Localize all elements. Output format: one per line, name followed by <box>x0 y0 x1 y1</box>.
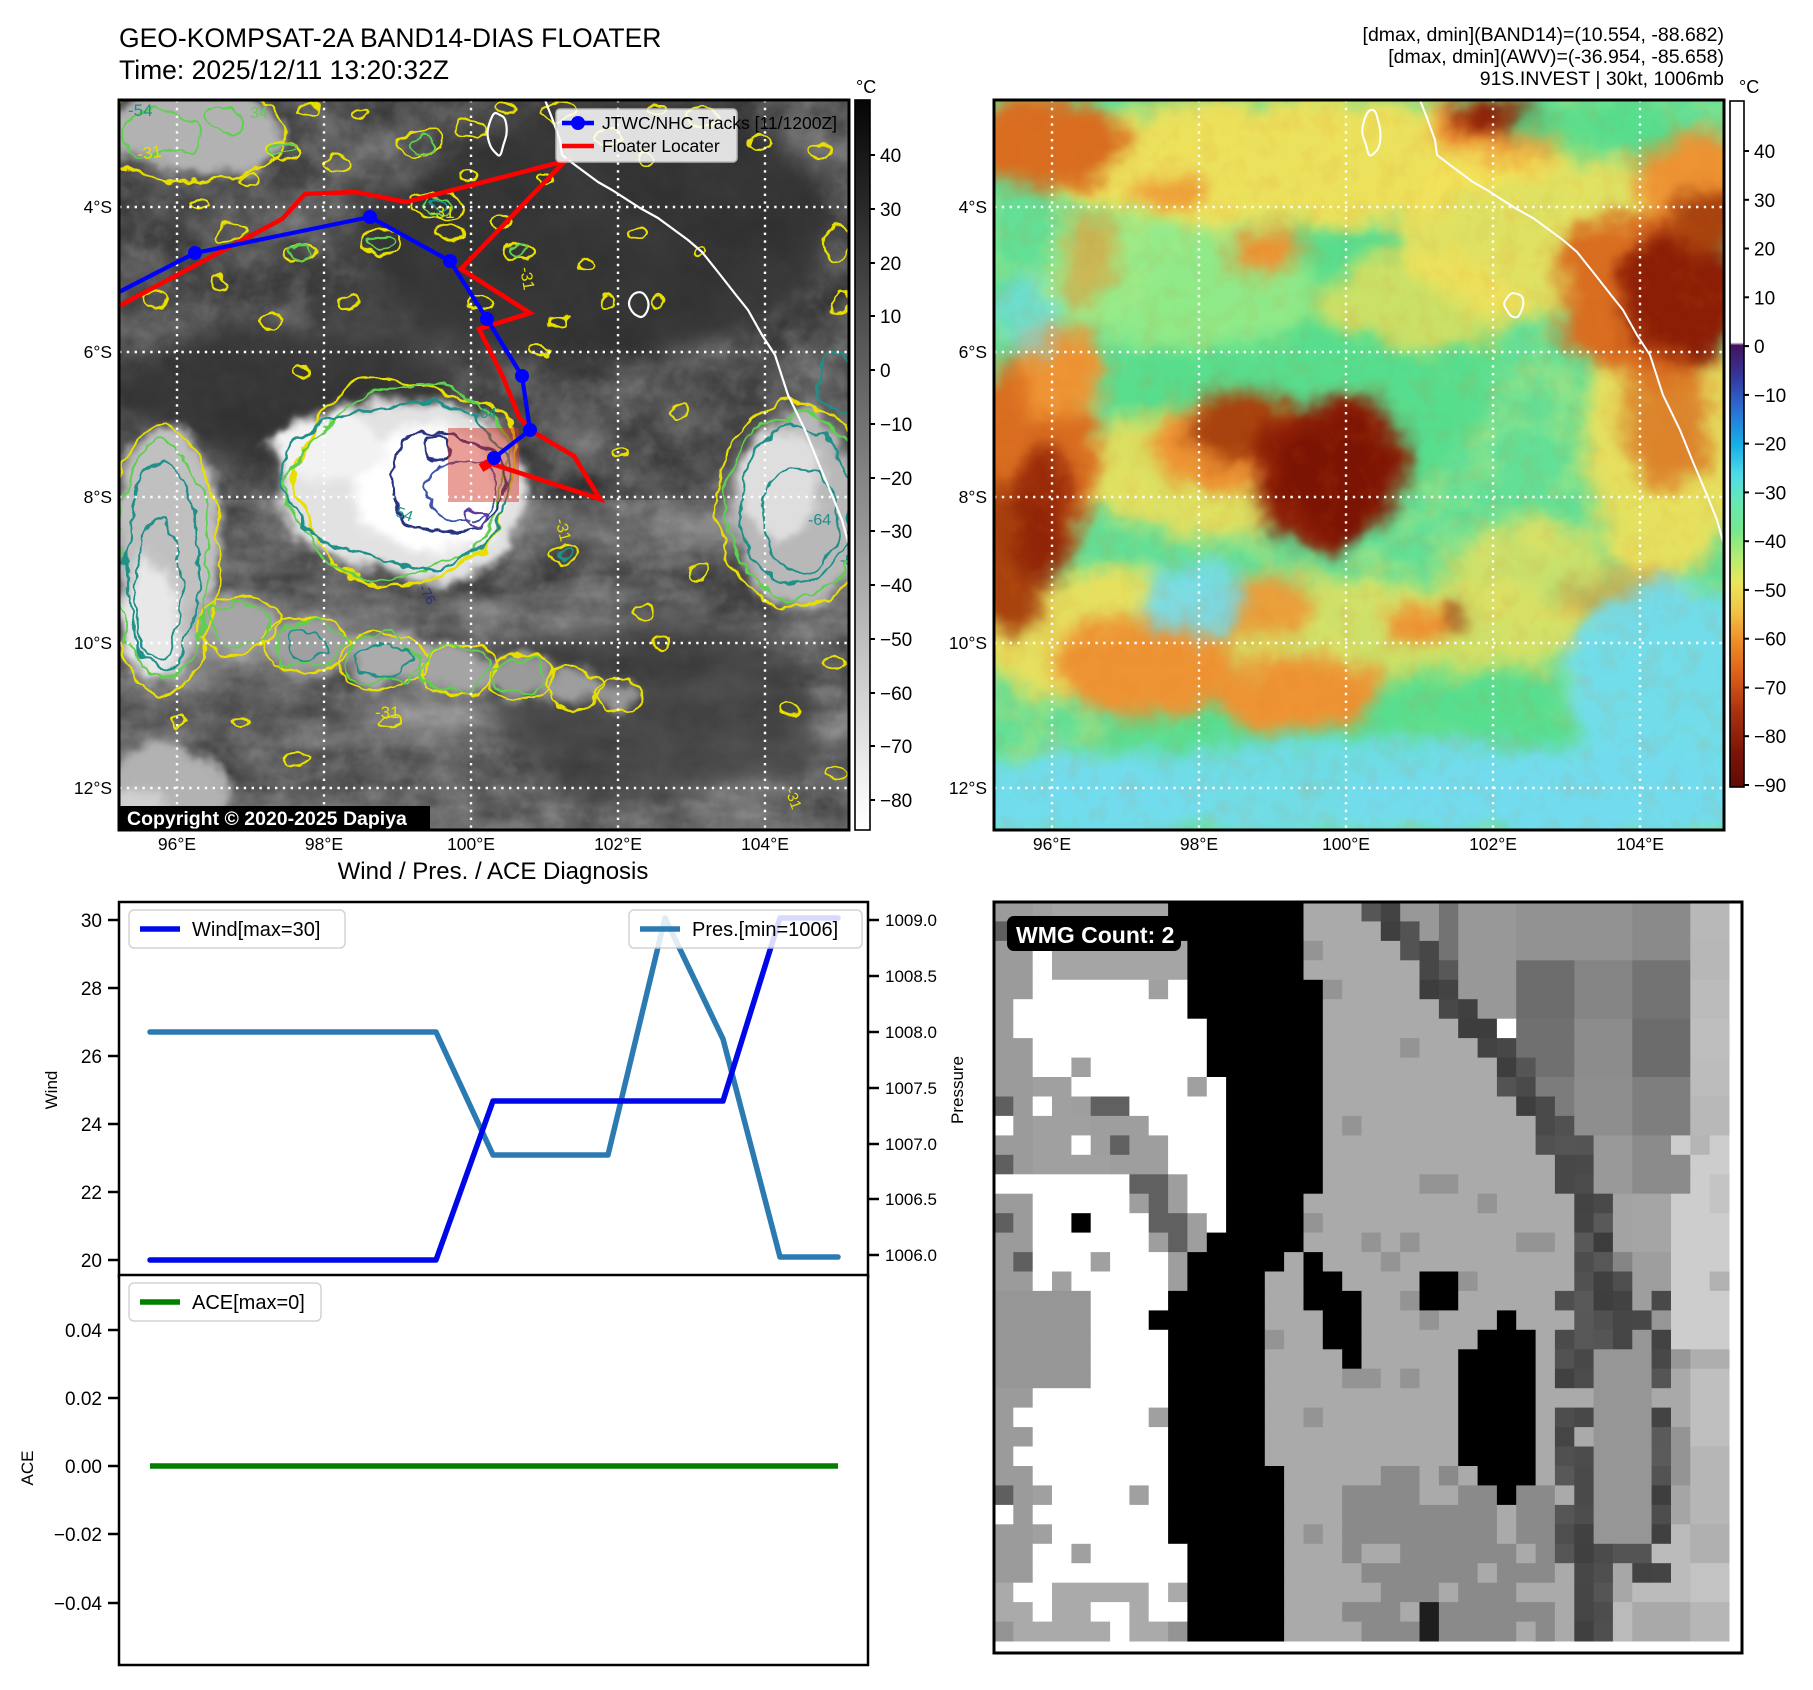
svg-text:°C: °C <box>1739 77 1759 97</box>
svg-text:34: 34 <box>250 105 268 122</box>
svg-text:−60: −60 <box>880 684 912 705</box>
svg-text:−80: −80 <box>1754 727 1786 748</box>
svg-text:0.02: 0.02 <box>65 1389 102 1410</box>
svg-text:−20: −20 <box>1754 435 1786 456</box>
svg-text:30: 30 <box>1754 191 1775 212</box>
svg-text:Wind: Wind <box>42 1071 61 1110</box>
svg-text:12°S: 12°S <box>74 778 112 798</box>
svg-text:ACE: ACE <box>18 1451 37 1486</box>
svg-text:10°S: 10°S <box>74 633 112 653</box>
svg-text:Time: 2025/12/11 13:20:32Z: Time: 2025/12/11 13:20:32Z <box>119 55 449 85</box>
svg-text:−40: −40 <box>1754 532 1786 553</box>
svg-text:20: 20 <box>880 254 901 275</box>
svg-text:−60: −60 <box>1754 630 1786 651</box>
svg-text:Wind / Pres. / ACE Diagnosis: Wind / Pres. / ACE Diagnosis <box>338 858 649 885</box>
svg-text:-5: -5 <box>840 552 853 569</box>
svg-text:40: 40 <box>880 146 901 167</box>
svg-text:0.04: 0.04 <box>65 1321 102 1342</box>
svg-text:104°E: 104°E <box>741 834 789 854</box>
svg-text:4°S: 4°S <box>959 197 987 217</box>
svg-text:[dmax, dmin](AWV)=(-36.954, -8: [dmax, dmin](AWV)=(-36.954, -85.658) <box>1388 46 1724 68</box>
svg-text:100°E: 100°E <box>1322 834 1370 854</box>
svg-text:10°S: 10°S <box>949 633 987 653</box>
svg-text:-31: -31 <box>551 517 573 544</box>
svg-text:8°S: 8°S <box>84 487 112 507</box>
svg-text:−10: −10 <box>880 415 912 436</box>
svg-text:96°E: 96°E <box>1033 834 1071 854</box>
svg-text:12°S: 12°S <box>949 778 987 798</box>
svg-text:20: 20 <box>81 1251 102 1272</box>
svg-text:1006.5: 1006.5 <box>885 1190 937 1209</box>
svg-text:98°E: 98°E <box>1180 834 1218 854</box>
svg-text:40: 40 <box>1754 142 1775 163</box>
svg-text:−10: −10 <box>1754 386 1786 407</box>
svg-text:6°S: 6°S <box>959 342 987 362</box>
svg-text:24: 24 <box>81 1115 103 1136</box>
svg-text:1009.0: 1009.0 <box>885 911 937 930</box>
svg-text:Pres.[min=1006]: Pres.[min=1006] <box>692 919 838 941</box>
svg-text:96°E: 96°E <box>158 834 196 854</box>
svg-text:−0.04: −0.04 <box>54 1594 103 1615</box>
svg-text:WMG Count: 2: WMG Count: 2 <box>1016 922 1174 948</box>
svg-text:-31: -31 <box>516 266 537 292</box>
svg-text:26: 26 <box>81 1047 102 1068</box>
svg-text:0.00: 0.00 <box>65 1457 102 1478</box>
svg-text:54: 54 <box>394 504 415 526</box>
svg-text:JTWC/NHC Tracks [11/1200Z]: JTWC/NHC Tracks [11/1200Z] <box>602 113 837 133</box>
svg-text:1006.0: 1006.0 <box>885 1246 937 1265</box>
svg-text:-31: -31 <box>136 142 163 164</box>
svg-text:Copyright © 2020-2025 Dapiya: Copyright © 2020-2025 Dapiya <box>127 808 407 830</box>
svg-text:[dmax, dmin](BAND14)=(10.554,: [dmax, dmin](BAND14)=(10.554, -88.682) <box>1363 24 1724 46</box>
svg-text:30: 30 <box>880 200 901 221</box>
svg-text:102°E: 102°E <box>594 834 642 854</box>
svg-text:30: 30 <box>81 911 102 932</box>
svg-text:1008.5: 1008.5 <box>885 967 937 986</box>
svg-text:−90: −90 <box>1754 776 1786 797</box>
svg-text:91S.INVEST | 30kt, 1006mb: 91S.INVEST | 30kt, 1006mb <box>1480 68 1724 90</box>
svg-text:1007.0: 1007.0 <box>885 1135 937 1154</box>
svg-text:−50: −50 <box>880 630 912 651</box>
svg-text:4°S: 4°S <box>84 197 112 217</box>
svg-text:102°E: 102°E <box>1469 834 1517 854</box>
svg-text:−0.02: −0.02 <box>54 1525 102 1546</box>
svg-text:−70: −70 <box>880 737 912 758</box>
svg-text:100°E: 100°E <box>447 834 495 854</box>
svg-text:-31: -31 <box>375 703 400 722</box>
svg-text:1007.5: 1007.5 <box>885 1079 937 1098</box>
svg-text:10: 10 <box>1754 288 1775 309</box>
svg-text:-54: -54 <box>128 101 153 120</box>
svg-text:1008.0: 1008.0 <box>885 1023 937 1042</box>
svg-text:-64: -64 <box>808 512 831 529</box>
svg-text:Wind[max=30]: Wind[max=30] <box>192 919 320 941</box>
svg-text:98°E: 98°E <box>305 834 343 854</box>
svg-text:0: 0 <box>1754 337 1765 358</box>
svg-text:22: 22 <box>81 1183 102 1204</box>
svg-text:Pressure: Pressure <box>948 1056 967 1124</box>
svg-text:−30: −30 <box>880 522 912 543</box>
svg-text:6°S: 6°S <box>84 342 112 362</box>
svg-text:0: 0 <box>880 361 891 382</box>
svg-text:GEO-KOMPSAT-2A BAND14-DIAS FLO: GEO-KOMPSAT-2A BAND14-DIAS FLOATER <box>119 23 661 53</box>
svg-text:64: 64 <box>480 405 497 422</box>
svg-text:104°E: 104°E <box>1616 834 1664 854</box>
svg-text:−80: −80 <box>880 791 912 812</box>
svg-text:−20: −20 <box>880 469 912 490</box>
svg-text:°C: °C <box>856 77 876 97</box>
svg-text:8°S: 8°S <box>959 487 987 507</box>
svg-text:Floater Locater: Floater Locater <box>602 136 720 156</box>
svg-text:-31: -31 <box>781 786 804 812</box>
svg-text:−50: −50 <box>1754 581 1786 602</box>
svg-text:10: 10 <box>880 307 901 328</box>
svg-text:-31: -31 <box>430 203 455 222</box>
svg-text:ACE[max=0]: ACE[max=0] <box>192 1292 305 1314</box>
svg-text:−30: −30 <box>1754 483 1786 504</box>
svg-text:28: 28 <box>81 979 102 1000</box>
svg-text:−40: −40 <box>880 576 912 597</box>
svg-text:−70: −70 <box>1754 678 1786 699</box>
svg-text:20: 20 <box>1754 240 1775 261</box>
